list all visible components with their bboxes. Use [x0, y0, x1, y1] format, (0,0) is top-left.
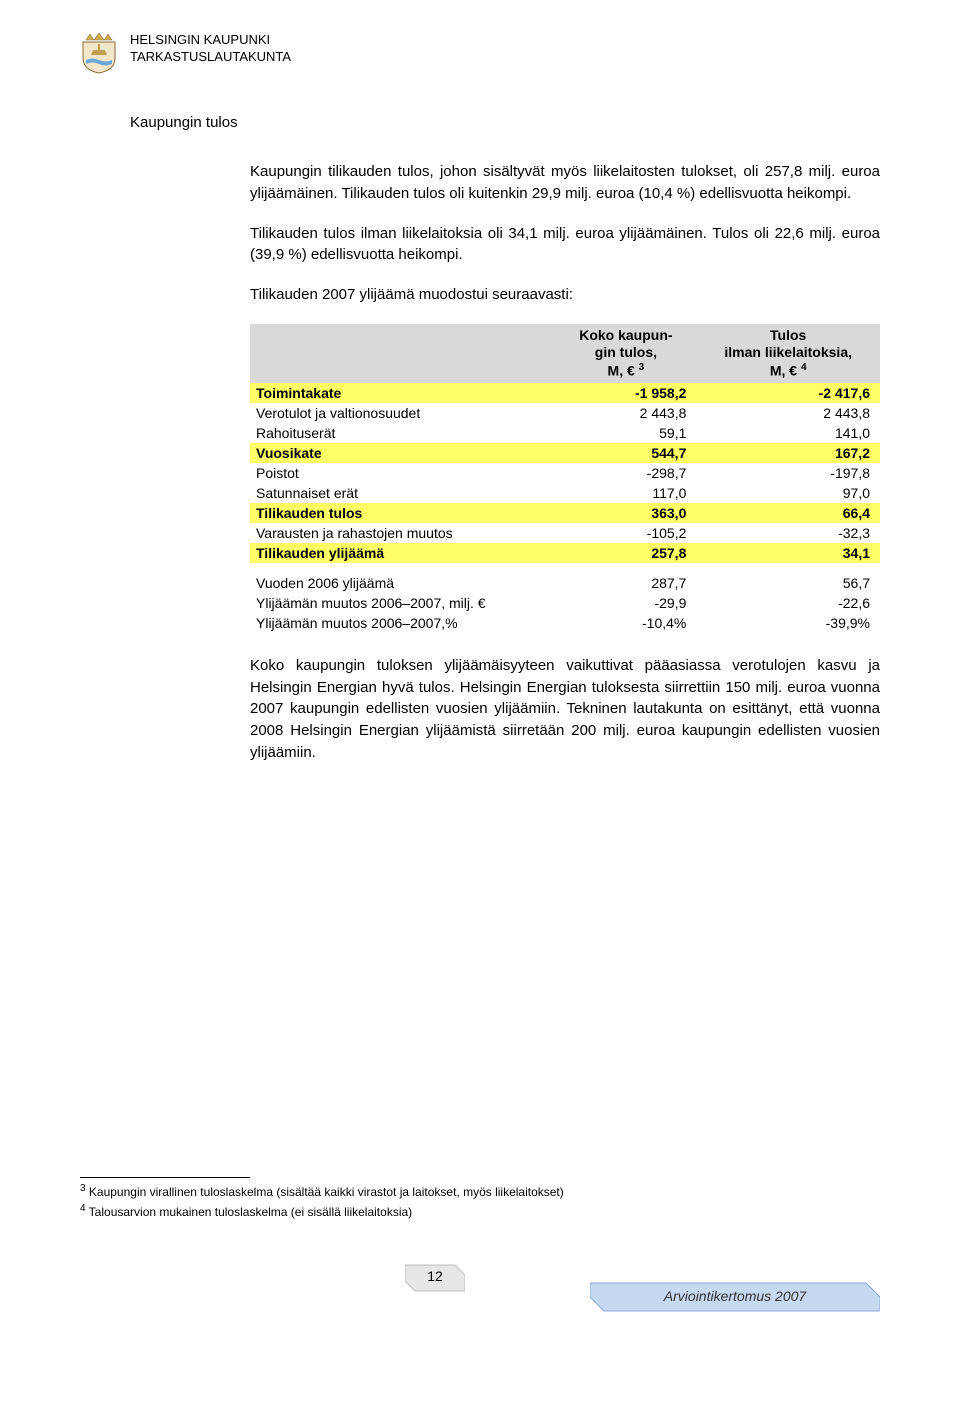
report-label: Arviointikertomus 2007 [590, 1288, 880, 1304]
table-header-row: Koko kaupun- gin tulos, M, € 3 Tulos ilm… [250, 324, 880, 383]
table-row: Satunnaiset erät 117,0 97,0 [250, 483, 880, 503]
table-header-stub [250, 324, 555, 383]
org-name-line-2: TARKASTUSLAUTAKUNTA [130, 49, 291, 66]
footnote-rule [80, 1177, 250, 1178]
paragraph-1: Kaupungin tilikauden tulos, johon sisält… [250, 161, 880, 205]
footnote-4: 4 Talousarvion mukainen tuloslaskelma (e… [80, 1202, 880, 1221]
table-row: Verotulot ja valtionosuudet 2 443,8 2 44… [250, 403, 880, 423]
page: HELSINGIN KAUPUNKI TARKASTUSLAUTAKUNTA K… [0, 0, 960, 1353]
table-row: Vuosikate 544,7 167,2 [250, 443, 880, 463]
table-row: Vuoden 2006 ylijäämä 287,7 56,7 [250, 573, 880, 593]
table-row: Tilikauden ylijäämä 257,8 34,1 [250, 543, 880, 563]
table-row: Poistot -298,7 -197,8 [250, 463, 880, 483]
header-text-block: HELSINGIN KAUPUNKI TARKASTUSLAUTAKUNTA [130, 30, 291, 66]
table-row: Rahoituserät 59,1 141,0 [250, 423, 880, 443]
page-number-box: 12 [405, 1263, 465, 1297]
org-name-line-1: HELSINGIN KAUPUNKI [130, 32, 291, 49]
table-header-col-1: Koko kaupun- gin tulos, M, € 3 [555, 324, 696, 383]
page-footer: 12 Arviointikertomus 2007 [0, 1263, 960, 1323]
paragraph-3: Tilikauden 2007 ylijäämä muodostui seura… [250, 284, 880, 306]
result-table: Koko kaupun- gin tulos, M, € 3 Tulos ilm… [250, 324, 880, 633]
table-body-1: Toimintakate -1 958,2 -2 417,6 Verotulot… [250, 383, 880, 633]
content-column: Kaupungin tulos Kaupungin tilikauden tul… [250, 114, 880, 764]
table-row: Ylijäämän muutos 2006–2007,% -10,4% -39,… [250, 613, 880, 633]
table-spacer [250, 563, 880, 573]
coat-of-arms-icon [80, 30, 118, 74]
table-row: Toimintakate -1 958,2 -2 417,6 [250, 383, 880, 403]
table-header-col-2: Tulos ilman liikelaitoksia, M, € 4 [696, 324, 880, 383]
paragraph-4: Koko kaupungin tuloksen ylijäämäisyyteen… [250, 655, 880, 764]
footnotes: 3 Kaupungin virallinen tuloslaskelma (si… [80, 1177, 880, 1223]
report-label-box: Arviointikertomus 2007 [590, 1281, 880, 1313]
paragraph-2: Tilikauden tulos ilman liikelaitoksia ol… [250, 223, 880, 267]
page-header: HELSINGIN KAUPUNKI TARKASTUSLAUTAKUNTA [80, 30, 880, 74]
table-row: Varausten ja rahastojen muutos -105,2 -3… [250, 523, 880, 543]
page-number: 12 [405, 1268, 465, 1284]
table-row: Ylijäämän muutos 2006–2007, milj. € -29,… [250, 593, 880, 613]
section-title: Kaupungin tulos [130, 114, 880, 131]
table-row: Tilikauden tulos 363,0 66,4 [250, 503, 880, 523]
footnote-3: 3 Kaupungin virallinen tuloslaskelma (si… [80, 1182, 880, 1201]
